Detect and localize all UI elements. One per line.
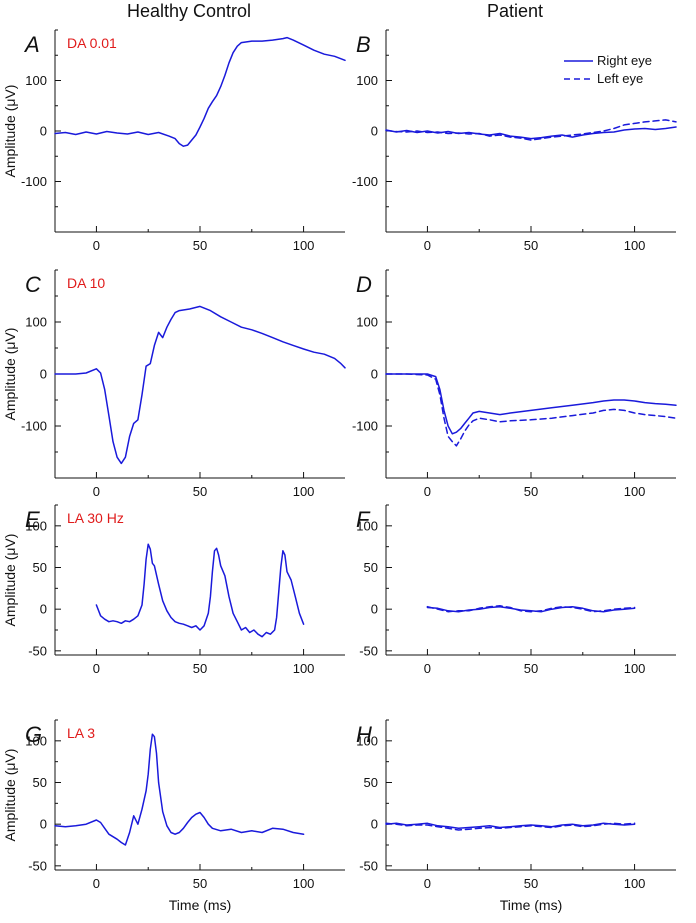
x-tick-label-h: 50 [524, 876, 538, 891]
trace-a-healthy-control [54, 36, 346, 147]
y-tick-label-a: 0 [40, 124, 47, 139]
x-tick-label-f: 0 [424, 661, 431, 676]
panel-letter-e: E [25, 507, 40, 532]
column-title-patient: Patient [487, 1, 543, 21]
x-tick-label-d: 50 [524, 484, 538, 499]
x-tick-label-a: 0 [93, 238, 100, 253]
y-tick-label-f: 0 [371, 602, 378, 617]
x-tick-label-d: 0 [424, 484, 431, 499]
panel-letter-h: H [356, 722, 372, 747]
panel-letter-c: C [25, 272, 41, 297]
panel-letter-b: B [356, 32, 371, 57]
trace-h-right-eye [385, 822, 636, 830]
y-tick-label-b: -100 [352, 174, 378, 189]
x-tick-label-b: 50 [524, 238, 538, 253]
trace-d-right-eye [385, 373, 677, 435]
legend-right-eye-label: Right eye [597, 53, 652, 68]
x-tick-label-g: 50 [193, 876, 207, 891]
y-tick-label-h: 0 [371, 817, 378, 832]
x-tick-label-a: 100 [293, 238, 315, 253]
trace-d-left-eye [385, 373, 677, 447]
y-tick-label-g: -50 [28, 858, 47, 873]
panel-letter-f: F [356, 507, 371, 532]
x-tick-label-b: 100 [624, 238, 646, 253]
y-tick-label-b: 100 [356, 73, 378, 88]
panel-b: -100 0 100 0 50 100 B [352, 29, 677, 253]
y-tick-label-a: 100 [25, 73, 47, 88]
x-tick-label-g: 100 [293, 876, 315, 891]
x-tick-label-d: 100 [624, 484, 646, 499]
trace-b-right-eye [385, 126, 677, 140]
x-tick-label-c: 0 [93, 484, 100, 499]
condition-label-a: DA 0.01 [67, 35, 117, 51]
y-tick-label-f: 100 [356, 518, 378, 533]
y-axis-title-e: Amplitude (μV) [2, 534, 18, 627]
legend-left-eye-label: Left eye [597, 71, 643, 86]
condition-label-c: DA 10 [67, 275, 105, 291]
panel-h: -50 0 50 100 0 50 100 Time (ms) H [356, 719, 676, 913]
condition-label-e: LA 30 Hz [67, 510, 124, 526]
y-tick-label-d: 100 [356, 315, 378, 330]
y-tick-label-g: 100 [25, 733, 47, 748]
y-tick-label-g: 0 [40, 817, 47, 832]
y-tick-label-e: 100 [25, 518, 47, 533]
trace-e-healthy-control [95, 543, 305, 638]
x-tick-label-h: 100 [624, 876, 646, 891]
panel-a: -100 0 100 0 50 100 Amplitude (μV) A DA 0.01 [2, 29, 346, 253]
column-title-healthy-control: Healthy Control [127, 1, 251, 21]
panel-e: -50 0 50 100 0 50 100 Amplitude (μV) E LA 30 Hz [2, 504, 345, 676]
trace-b-left-eye [385, 119, 677, 141]
trace-h-left-eye [385, 822, 636, 831]
y-tick-label-h: 50 [364, 775, 378, 790]
legend: Right eye Left eye [564, 53, 652, 86]
y-axis-title-a: Amplitude (μV) [2, 85, 18, 178]
panel-letter-d: D [356, 272, 372, 297]
x-tick-label-g: 0 [93, 876, 100, 891]
x-axis-title-g: Time (ms) [169, 897, 231, 913]
x-tick-label-e: 50 [193, 661, 207, 676]
panel-letter-g: G [25, 722, 42, 747]
x-tick-label-e: 100 [293, 661, 315, 676]
condition-label-g: LA 3 [67, 725, 95, 741]
x-tick-label-f: 50 [524, 661, 538, 676]
panel-letter-a: A [23, 32, 40, 57]
y-tick-label-e: 50 [33, 560, 47, 575]
y-tick-label-h: -50 [359, 858, 378, 873]
panel-c: -100 0 100 0 50 100 Amplitude (μV) C DA 10 [2, 269, 346, 499]
trace-f-left-eye [426, 605, 636, 613]
y-tick-label-e: 0 [40, 602, 47, 617]
y-tick-label-d: -100 [352, 419, 378, 434]
y-tick-label-f: -50 [359, 643, 378, 658]
y-tick-label-b: 0 [371, 124, 378, 139]
y-tick-label-c: -100 [21, 419, 47, 434]
x-tick-label-b: 0 [424, 238, 431, 253]
x-tick-label-f: 100 [624, 661, 646, 676]
y-tick-label-c: 100 [25, 315, 47, 330]
y-tick-label-g: 50 [33, 775, 47, 790]
panel-d: -100 0 100 0 50 100 D [352, 269, 677, 499]
panel-g: -50 0 50 100 0 50 100 Amplitude (μV) Time (ms) G L… [2, 719, 345, 913]
x-tick-label-a: 50 [193, 238, 207, 253]
y-tick-label-a: -100 [21, 174, 47, 189]
y-axis-title-g: Amplitude (μV) [2, 749, 18, 842]
y-tick-label-e: -50 [28, 643, 47, 658]
y-axis-title-c: Amplitude (μV) [2, 328, 18, 421]
y-tick-label-d: 0 [371, 367, 378, 382]
y-tick-label-c: 0 [40, 367, 47, 382]
y-tick-label-f: 50 [364, 560, 378, 575]
x-tick-label-e: 0 [93, 661, 100, 676]
trace-c-healthy-control [54, 305, 346, 465]
x-tick-label-c: 100 [293, 484, 315, 499]
trace-g-healthy-control [54, 733, 305, 846]
x-tick-label-c: 50 [193, 484, 207, 499]
y-tick-label-h: 100 [356, 733, 378, 748]
x-tick-label-h: 0 [424, 876, 431, 891]
x-axis-title-h: Time (ms) [500, 897, 562, 913]
